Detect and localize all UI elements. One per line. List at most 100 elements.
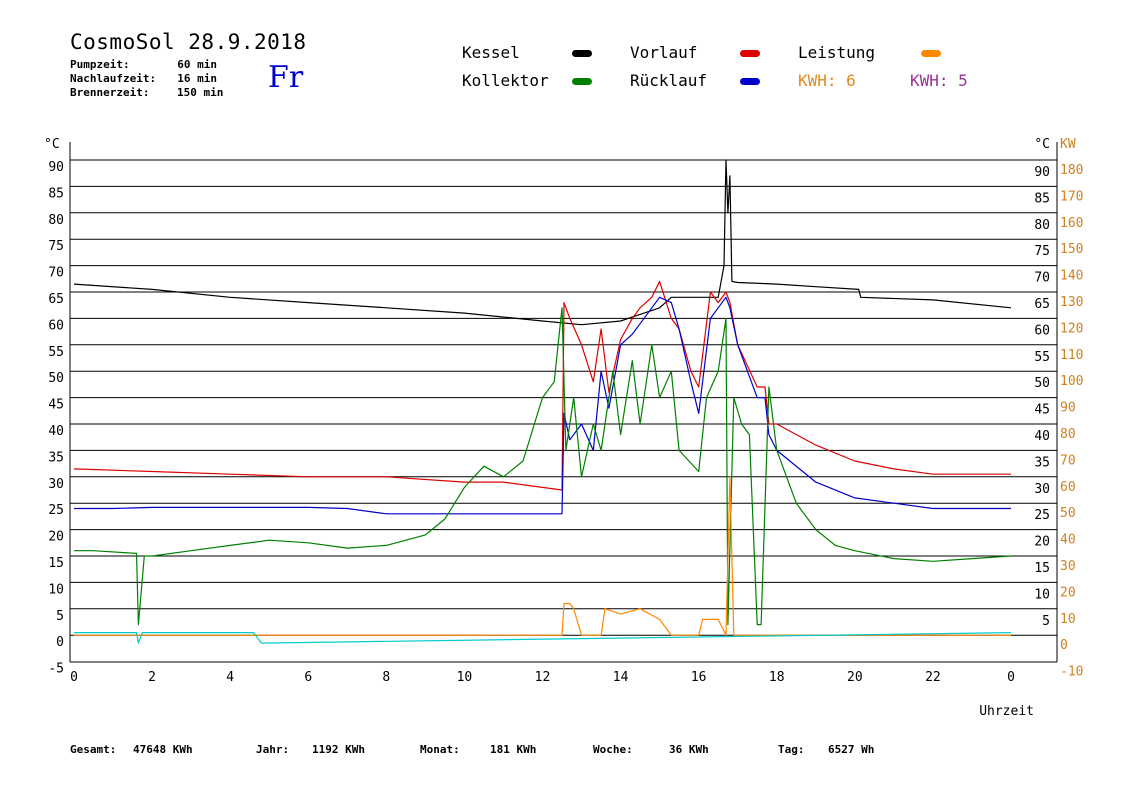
footer-woche-label: Woche: — [593, 743, 633, 756]
y-tick-right-temp: 10 — [1034, 587, 1050, 602]
y-tick-left: 0 — [56, 635, 64, 650]
y-tick-right-temp: 5 — [1042, 614, 1050, 629]
y-tick-right-power: 170 — [1060, 189, 1083, 204]
y-tick-left: 40 — [48, 424, 64, 439]
footer-monat-label: Monat: — [420, 743, 460, 756]
y-tick-right-temp: 45 — [1034, 403, 1050, 418]
y-tick-left: 75 — [48, 239, 64, 254]
footer-tag-label: Tag: — [778, 743, 805, 756]
x-tick-label: 2 — [148, 670, 156, 685]
footer-monat-value: 181 KWh — [490, 743, 537, 756]
y-tick-right-temp: 50 — [1034, 376, 1050, 391]
y-tick-left: -5 — [48, 662, 64, 677]
y-tick-right-power: 180 — [1060, 163, 1083, 178]
param-value-brennerzeit: 150 min — [177, 86, 224, 99]
footer-woche-value: 36 KWh — [669, 743, 709, 756]
x-tick-label: 10 — [457, 670, 473, 685]
legend-kwh-orange: KWH: 6 — [798, 71, 856, 90]
param-value-pumpzeit: 60 min — [177, 58, 217, 71]
x-tick-label: 22 — [925, 670, 941, 685]
y-axis-right-unit: °C — [1034, 137, 1050, 152]
legend-vorlauf-swatch — [740, 50, 760, 57]
footer-jahr-label: Jahr: — [256, 743, 290, 756]
y-tick-left: 5 — [56, 609, 64, 624]
x-tick-label: 16 — [691, 670, 707, 685]
series-line-vorlauf — [73, 280, 1011, 491]
legend-ruecklauf-swatch — [740, 78, 760, 85]
y-tick-right-power: 40 — [1060, 533, 1076, 548]
param-value-nachlaufzeit: 16 min — [177, 72, 217, 85]
y-tick-left: 10 — [48, 582, 64, 597]
x-tick-label: 0 — [70, 670, 78, 685]
y-tick-right-power: 90 — [1060, 401, 1076, 416]
x-tick-label: 14 — [613, 670, 629, 685]
y-tick-left: 60 — [48, 318, 64, 333]
y-tick-right-power: 100 — [1060, 374, 1083, 389]
y-tick-left: 90 — [48, 160, 64, 175]
x-tick-label: 8 — [382, 670, 390, 685]
y-tick-right-power: 140 — [1060, 269, 1083, 284]
legend-kollektor-label: Kollektor — [462, 71, 549, 90]
footer-tag-value: 6527 Wh — [828, 743, 875, 756]
legend-kessel-swatch — [572, 50, 592, 57]
x-tick-label: 20 — [847, 670, 863, 685]
legend-kollektor-swatch — [572, 78, 592, 85]
y-tick-right-temp: 55 — [1034, 350, 1050, 365]
y-tick-right-temp: 70 — [1034, 271, 1050, 286]
y-tick-right-power: 60 — [1060, 480, 1076, 495]
y-tick-right-temp: 20 — [1034, 535, 1050, 550]
series-line-kollektor — [74, 307, 1012, 626]
legend-vorlauf-label: Vorlauf — [630, 43, 698, 62]
x-tick-label: 12 — [535, 670, 551, 685]
y-tick-left: 50 — [48, 371, 64, 386]
y-tick-left: 65 — [48, 292, 64, 307]
y-tick-right-temp: 40 — [1034, 429, 1050, 444]
series-line-rcklauf — [74, 296, 1011, 515]
x-axis-label: Uhrzeit — [979, 704, 1034, 719]
param-label-pumpzeit: Pumpzeit: — [70, 58, 130, 71]
x-tick-label: 18 — [769, 670, 785, 685]
y-tick-left: 80 — [48, 213, 64, 228]
legend-kwh-purple: KWH: 5 — [910, 71, 968, 90]
y-tick-left: 25 — [48, 503, 64, 518]
y-tick-right-power: 80 — [1060, 427, 1076, 442]
y-tick-left: 70 — [48, 266, 64, 281]
y-tick-right-temp: 25 — [1034, 508, 1050, 523]
y-tick-right-temp: 80 — [1034, 218, 1050, 233]
footer-jahr-value: 1192 KWh — [312, 743, 365, 756]
y-tick-right-power: 130 — [1060, 295, 1083, 310]
y-tick-left: 15 — [48, 556, 64, 571]
page-title: CosmoSol 28.9.2018 — [70, 30, 307, 54]
y-tick-right-temp: 35 — [1034, 455, 1050, 470]
legend-kessel-label: Kessel — [462, 43, 520, 62]
y-tick-right-temp: 30 — [1034, 482, 1050, 497]
param-label-brennerzeit: Brennerzeit: — [70, 86, 150, 99]
y-tick-left: 30 — [48, 477, 64, 492]
y-tick-right-power: 0 — [1060, 638, 1068, 653]
footer-gesamt-label: Gesamt: — [70, 743, 117, 756]
series-line-leistung — [74, 476, 1011, 636]
y-tick-right-power: 120 — [1060, 321, 1083, 336]
y-tick-right-power: 50 — [1060, 506, 1076, 521]
y-axis-power-unit: KW — [1060, 137, 1076, 152]
y-tick-right-temp: 75 — [1034, 244, 1050, 259]
legend-leistung-label: Leistung — [798, 43, 876, 62]
x-tick-label: 6 — [304, 670, 312, 685]
y-axis-left-unit: °C — [44, 137, 60, 152]
footer-gesamt-value: 47648 KWh — [133, 743, 193, 756]
y-tick-left: 55 — [48, 345, 64, 360]
y-tick-right-power: 150 — [1060, 242, 1083, 257]
y-tick-right-power: 30 — [1060, 559, 1076, 574]
weekday-label: Fr — [268, 60, 304, 95]
legend-ruecklauf-label: Rücklauf — [630, 71, 708, 90]
y-tick-left: 20 — [48, 530, 64, 545]
y-tick-right-power: 20 — [1060, 585, 1076, 600]
y-tick-right-power: 110 — [1060, 348, 1083, 363]
y-tick-right-temp: 15 — [1034, 561, 1050, 576]
y-tick-right-temp: 60 — [1034, 323, 1050, 338]
series-line-kessel — [73, 159, 1012, 326]
y-tick-right-temp: 65 — [1034, 297, 1050, 312]
y-tick-left: 45 — [48, 398, 64, 413]
y-tick-right-power: 10 — [1060, 612, 1076, 627]
